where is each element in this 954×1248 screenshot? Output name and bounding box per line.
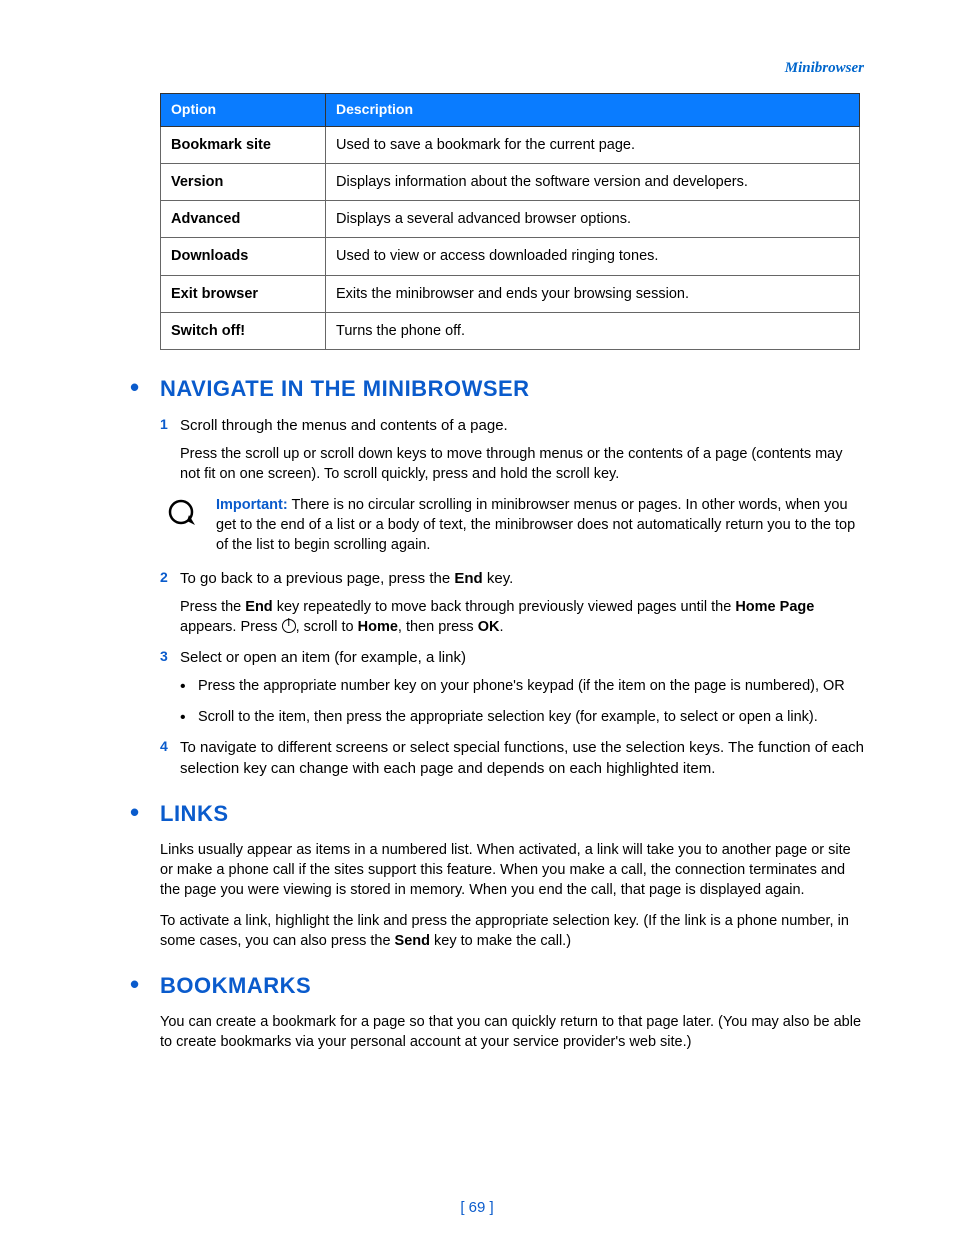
section-heading: • NAVIGATE IN THE MINIBROWSER	[134, 374, 864, 405]
section-bookmarks: • BOOKMARKS You can create a bookmark fo…	[160, 971, 864, 1052]
step-number: 2	[160, 568, 168, 588]
paragraph: You can create a bookmark for a page so …	[160, 1012, 864, 1053]
bullet-item: Scroll to the item, then press the appro…	[180, 707, 864, 727]
page-number: [ 69 ]	[0, 1197, 954, 1218]
col-description: Description	[326, 94, 860, 127]
paragraph: To activate a link, highlight the link a…	[160, 911, 864, 952]
step-text: Select or open an item (for example, a l…	[180, 649, 466, 666]
list-item: 2 To go back to a previous page, press t…	[160, 568, 864, 589]
section-title: LINKS	[160, 801, 229, 826]
cell-option: Exit browser	[161, 275, 326, 312]
bullet-icon: •	[130, 801, 140, 823]
paragraph: Press the scroll up or scroll down keys …	[180, 444, 864, 485]
arrow-cycle-icon	[164, 497, 198, 531]
cell-option: Switch off!	[161, 313, 326, 350]
table-row: VersionDisplays information about the so…	[161, 163, 860, 200]
important-label: Important:	[216, 497, 288, 513]
cell-desc: Exits the minibrowser and ends your brow…	[326, 275, 860, 312]
cell-option: Bookmark site	[161, 126, 326, 163]
bullet-icon: •	[130, 973, 140, 995]
cell-option: Advanced	[161, 201, 326, 238]
paragraph: Links usually appear as items in a numbe…	[160, 840, 864, 901]
cell-option: Version	[161, 163, 326, 200]
page-header-label: Minibrowser	[90, 58, 864, 79]
section-links: • LINKS Links usually appear as items in…	[160, 799, 864, 951]
table-row: DownloadsUsed to view or access download…	[161, 238, 860, 275]
list-item: 1 Scroll through the menus and contents …	[160, 415, 864, 436]
table-row: AdvancedDisplays a several advanced brow…	[161, 201, 860, 238]
cell-desc: Displays a several advanced browser opti…	[326, 201, 860, 238]
section-heading: • BOOKMARKS	[134, 971, 864, 1002]
list-item: 4 To navigate to different screens or se…	[160, 737, 864, 779]
section-title: BOOKMARKS	[160, 973, 311, 998]
list-item: 3 Select or open an item (for example, a…	[160, 647, 864, 668]
table-row: Bookmark siteUsed to save a bookmark for…	[161, 126, 860, 163]
step-text: To navigate to different screens or sele…	[180, 739, 864, 777]
section-navigate: • NAVIGATE IN THE MINIBROWSER 1 Scroll t…	[160, 374, 864, 778]
step-number: 3	[160, 647, 168, 667]
section-heading: • LINKS	[134, 799, 864, 830]
power-icon	[282, 619, 296, 633]
step-number: 4	[160, 737, 168, 757]
cell-desc: Displays information about the software …	[326, 163, 860, 200]
cell-option: Downloads	[161, 238, 326, 275]
table-row: Switch off!Turns the phone off.	[161, 313, 860, 350]
table-row: Exit browserExits the minibrowser and en…	[161, 275, 860, 312]
important-note: Important: There is no circular scrollin…	[160, 495, 864, 556]
cell-desc: Turns the phone off.	[326, 313, 860, 350]
bullet-item: Press the appropriate number key on your…	[180, 676, 864, 696]
bullet-icon: •	[130, 376, 140, 398]
cell-desc: Used to view or access downloaded ringin…	[326, 238, 860, 275]
step-text: Scroll through the menus and contents of…	[180, 417, 508, 434]
step-number: 1	[160, 415, 168, 435]
col-option: Option	[161, 94, 326, 127]
step-text: To go back to a previous page, press the…	[180, 570, 513, 587]
important-text: There is no circular scrolling in minibr…	[216, 497, 855, 554]
cell-desc: Used to save a bookmark for the current …	[326, 126, 860, 163]
paragraph: Press the End key repeatedly to move bac…	[180, 597, 864, 638]
options-table: Option Description Bookmark siteUsed to …	[160, 93, 860, 350]
section-title: NAVIGATE IN THE MINIBROWSER	[160, 376, 530, 401]
